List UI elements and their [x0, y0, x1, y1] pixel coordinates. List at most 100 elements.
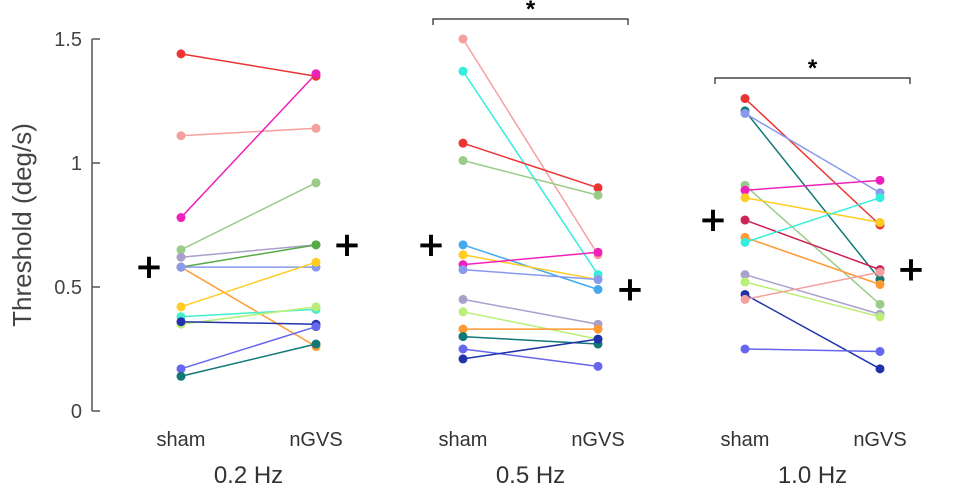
subject-line [180, 244, 317, 258]
data-point-sham [458, 34, 468, 44]
data-point-ngvs [311, 322, 321, 332]
subject-line [462, 298, 599, 325]
subject-lines [180, 38, 881, 378]
data-point-ngvs [311, 123, 321, 133]
mean-marker-ngvs: + [897, 250, 926, 290]
y-axis-title: Threshold (deg/s) [7, 123, 37, 327]
group-label: 0.2 Hz [214, 462, 283, 489]
data-point-ngvs [593, 334, 603, 344]
subject-line [462, 38, 599, 256]
subject-line [462, 268, 599, 281]
data-point-sham [458, 240, 468, 250]
mean-marker-ngvs: + [616, 269, 645, 309]
data-point-sham [740, 237, 750, 247]
data-point-sham [458, 324, 468, 334]
data-point-sham [458, 265, 468, 275]
data-point-sham [458, 344, 468, 354]
data-point-sham [176, 302, 186, 312]
condition-label-ngvs: nGVS [853, 429, 906, 451]
subject-line [462, 254, 599, 281]
data-point-sham [176, 131, 186, 141]
subject-line [462, 159, 599, 196]
subject-line [180, 325, 317, 370]
data-point-sham [740, 108, 750, 118]
subject-line [462, 335, 599, 345]
data-point-ngvs [875, 364, 885, 374]
data-point-ngvs [311, 302, 321, 312]
data-point-sham [176, 49, 186, 59]
data-point-ngvs [875, 218, 885, 228]
data-point-sham [740, 294, 750, 304]
data-point-ngvs [875, 267, 885, 277]
data-point-sham [176, 262, 186, 272]
subject-line [744, 281, 881, 318]
data-point-sham [458, 307, 468, 317]
mean-marker-sham: + [417, 225, 446, 265]
subject-line [462, 311, 599, 340]
data-point-ngvs [875, 280, 885, 290]
subject-line [180, 343, 317, 378]
data-point-sham [458, 354, 468, 364]
data-point-sham [176, 213, 186, 223]
subject-line [744, 110, 881, 281]
subject-line [180, 244, 317, 268]
condition-label-ngvs: nGVS [571, 429, 624, 451]
data-point-ngvs [875, 312, 885, 322]
significance-star: * [808, 55, 818, 82]
data-point-ngvs [593, 361, 603, 371]
subject-line [180, 261, 317, 308]
group-means: + + + + + + [135, 200, 926, 309]
subject-line [744, 273, 881, 315]
mean-marker-sham: + [699, 200, 728, 240]
group-label: 1.0 Hz [778, 462, 847, 489]
subject-line [462, 338, 599, 360]
subject-line [462, 70, 599, 276]
data-point-sham [740, 277, 750, 287]
subject-line [744, 348, 881, 353]
data-point-sham [740, 270, 750, 280]
data-point-sham [458, 332, 468, 342]
data-point-ngvs [593, 275, 603, 285]
condition-label-sham: sham [721, 429, 770, 451]
data-point-sham [458, 138, 468, 148]
condition-label-ngvs: nGVS [289, 429, 342, 451]
subject-line [180, 182, 317, 251]
data-point-ngvs [875, 299, 885, 309]
subject-line [744, 112, 881, 194]
subject-line [180, 320, 317, 325]
significance-bracket [714, 77, 911, 84]
data-point-sham [176, 364, 186, 374]
subject-line [744, 197, 881, 244]
data-point-ngvs [593, 284, 603, 294]
data-point-ngvs [311, 178, 321, 188]
mean-marker-sham: + [135, 247, 164, 287]
subject-points [176, 34, 885, 381]
condition-label-sham: sham [439, 429, 488, 451]
subject-line [744, 219, 881, 271]
subject-line [462, 142, 599, 189]
data-point-sham [176, 245, 186, 255]
data-point-sham [740, 215, 750, 225]
data-point-sham [458, 66, 468, 76]
y-tick-label: 0.5 [54, 277, 82, 299]
data-point-sham [176, 317, 186, 327]
data-point-sham [740, 344, 750, 354]
subject-line [744, 196, 881, 224]
data-point-ngvs [311, 69, 321, 79]
data-point-sham [176, 371, 186, 381]
data-point-ngvs [875, 193, 885, 203]
subject-line [462, 251, 599, 266]
x-labels: sham nGVS 0.2 Hz sham nGVS 0.5 Hz sham nGVS 1.0 … [157, 429, 907, 489]
subject-line [180, 306, 317, 325]
subject-line [180, 308, 317, 318]
data-point-ngvs [593, 183, 603, 193]
data-point-ngvs [875, 346, 885, 356]
data-point-ngvs [875, 175, 885, 185]
data-point-ngvs [311, 257, 321, 267]
subject-line [462, 348, 599, 368]
y-tick-label: 1.5 [54, 29, 82, 51]
significance-brackets: ** [432, 0, 911, 84]
subject-line [744, 97, 881, 226]
significance-bracket [432, 18, 629, 25]
